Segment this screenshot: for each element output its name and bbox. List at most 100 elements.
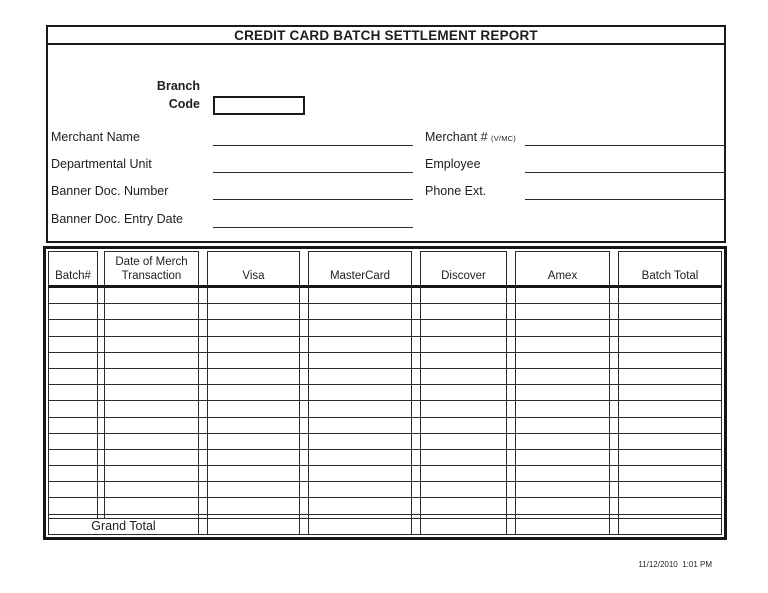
table-cell[interactable] [515,498,610,515]
banner-doc-entry-date-input-line[interactable] [213,227,413,228]
branch-code-input[interactable] [213,96,305,115]
table-cell[interactable] [207,433,300,450]
table-cell[interactable] [48,288,98,305]
banner-doc-number-input-line[interactable] [213,199,413,200]
table-cell[interactable] [420,401,507,418]
table-cell[interactable] [48,401,98,418]
table-cell[interactable] [207,417,300,434]
table-cell[interactable] [618,417,722,434]
table-cell[interactable] [420,433,507,450]
table-cell[interactable] [48,385,98,402]
table-cell[interactable] [308,320,412,337]
table-cell[interactable] [420,336,507,353]
table-cell[interactable] [48,336,98,353]
table-cell[interactable] [420,449,507,467]
table-cell[interactable] [207,304,300,321]
table-cell[interactable] [207,336,300,353]
table-cell[interactable] [618,368,722,386]
table-cell[interactable] [308,304,412,321]
table-cell[interactable] [207,449,300,467]
table-cell[interactable] [308,498,412,515]
table-cell[interactable] [104,320,199,337]
table-cell[interactable] [104,304,199,321]
table-cell[interactable] [104,336,199,353]
merchant-name-input-line[interactable] [213,145,413,146]
table-cell[interactable] [420,288,507,305]
table-cell[interactable] [515,304,610,321]
table-cell[interactable] [515,385,610,402]
table-cell[interactable] [618,401,722,418]
grand-total-cell[interactable] [618,517,722,536]
table-cell[interactable] [420,417,507,434]
table-cell[interactable] [104,352,199,369]
table-cell[interactable] [48,498,98,515]
table-cell[interactable] [618,320,722,337]
table-cell[interactable] [618,466,722,483]
table-cell[interactable] [515,401,610,418]
table-cell[interactable] [308,385,412,402]
table-cell[interactable] [515,449,610,467]
table-cell[interactable] [207,482,300,499]
table-cell[interactable] [207,466,300,483]
table-cell[interactable] [420,482,507,499]
grand-total-cell[interactable] [515,517,610,536]
employee-input-line[interactable] [525,172,724,173]
grand-total-cell[interactable] [420,517,507,536]
table-cell[interactable] [308,433,412,450]
table-cell[interactable] [308,482,412,499]
table-cell[interactable] [207,498,300,515]
table-cell[interactable] [618,304,722,321]
table-cell[interactable] [48,320,98,337]
table-cell[interactable] [618,433,722,450]
table-cell[interactable] [48,482,98,499]
table-cell[interactable] [48,417,98,434]
table-cell[interactable] [207,368,300,386]
table-cell[interactable] [48,433,98,450]
table-cell[interactable] [515,336,610,353]
phone-ext-input-line[interactable] [525,199,724,200]
table-cell[interactable] [515,466,610,483]
table-cell[interactable] [420,320,507,337]
table-cell[interactable] [618,482,722,499]
table-cell[interactable] [104,288,199,305]
table-cell[interactable] [618,288,722,305]
table-cell[interactable] [207,385,300,402]
table-cell[interactable] [420,304,507,321]
departmental-unit-input-line[interactable] [213,172,413,173]
table-cell[interactable] [104,466,199,483]
table-cell[interactable] [48,466,98,483]
table-cell[interactable] [618,449,722,467]
table-cell[interactable] [420,368,507,386]
table-cell[interactable] [515,368,610,386]
table-cell[interactable] [104,401,199,418]
table-cell[interactable] [420,385,507,402]
table-cell[interactable] [308,449,412,467]
table-cell[interactable] [515,482,610,499]
table-cell[interactable] [104,449,199,467]
table-cell[interactable] [420,498,507,515]
table-cell[interactable] [207,288,300,305]
table-cell[interactable] [104,433,199,450]
merchant-number-input-line[interactable] [525,145,724,146]
table-cell[interactable] [104,368,199,386]
table-cell[interactable] [207,401,300,418]
table-cell[interactable] [618,498,722,515]
table-cell[interactable] [515,352,610,369]
table-cell[interactable] [308,466,412,483]
table-cell[interactable] [48,449,98,467]
table-cell[interactable] [420,352,507,369]
table-cell[interactable] [308,401,412,418]
table-cell[interactable] [308,417,412,434]
table-cell[interactable] [308,368,412,386]
table-cell[interactable] [104,482,199,499]
table-cell[interactable] [104,385,199,402]
table-cell[interactable] [104,498,199,515]
table-cell[interactable] [515,417,610,434]
table-cell[interactable] [420,466,507,483]
table-cell[interactable] [515,320,610,337]
grand-total-cell[interactable] [207,517,300,536]
table-cell[interactable] [308,336,412,353]
table-cell[interactable] [618,352,722,369]
table-cell[interactable] [48,304,98,321]
table-cell[interactable] [207,320,300,337]
